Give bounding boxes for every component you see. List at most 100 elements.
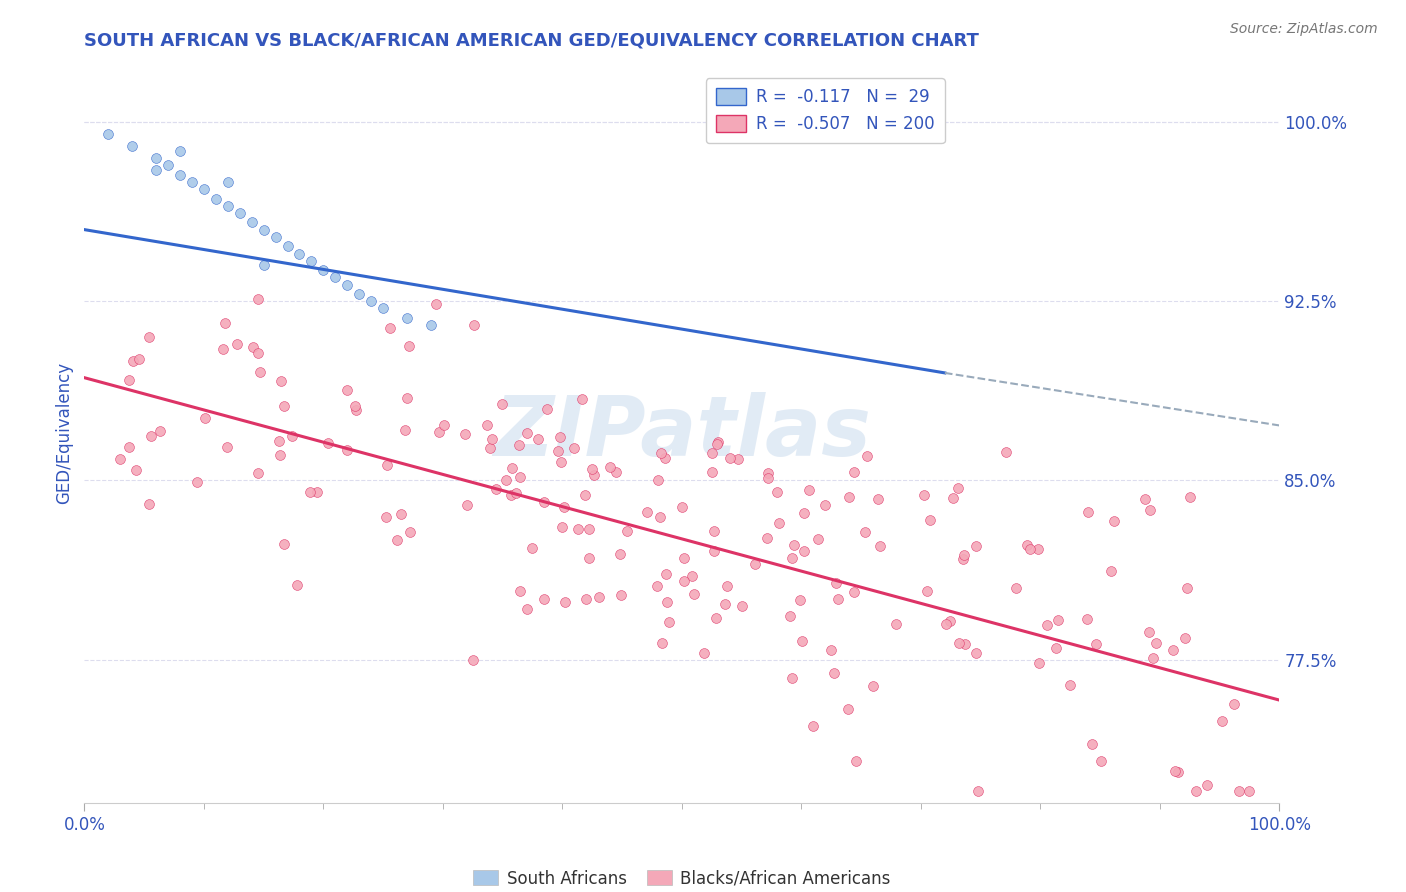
Point	[827, 592, 849, 607]
Point	[399, 524, 422, 539]
Point	[915, 584, 938, 599]
Point	[789, 593, 811, 607]
Point	[567, 522, 589, 536]
Point	[845, 754, 868, 768]
Point	[181, 175, 204, 189]
Point	[783, 538, 806, 552]
Point	[948, 481, 970, 495]
Point	[844, 465, 866, 479]
Point	[491, 397, 513, 411]
Point	[456, 499, 478, 513]
Point	[1085, 638, 1108, 652]
Point	[650, 510, 672, 524]
Point	[1137, 625, 1160, 640]
Point	[912, 488, 935, 502]
Point	[1178, 490, 1201, 504]
Point	[499, 488, 522, 502]
Point	[312, 263, 335, 277]
Point	[343, 399, 366, 413]
Point	[703, 524, 725, 538]
Point	[253, 259, 276, 273]
Point	[97, 127, 120, 141]
Point	[373, 301, 395, 316]
Point	[807, 533, 830, 547]
Point	[714, 597, 737, 611]
Point	[420, 318, 443, 333]
Point	[508, 438, 530, 452]
Point	[884, 616, 907, 631]
Point	[1102, 514, 1125, 528]
Point	[288, 246, 311, 260]
Point	[582, 467, 605, 482]
Point	[396, 310, 419, 325]
Point	[1223, 698, 1246, 712]
Point	[574, 488, 596, 502]
Point	[149, 424, 172, 438]
Point	[108, 451, 131, 466]
Point	[501, 460, 523, 475]
Point	[547, 443, 569, 458]
Point	[550, 455, 572, 469]
Point	[246, 292, 269, 306]
Point	[578, 522, 600, 536]
Y-axis label: GED/Equivalency: GED/Equivalency	[55, 361, 73, 504]
Point	[578, 551, 600, 566]
Point	[186, 475, 208, 490]
Point	[217, 440, 239, 454]
Point	[702, 446, 724, 460]
Point	[336, 277, 359, 292]
Point	[755, 531, 778, 545]
Point	[193, 182, 215, 196]
Point	[117, 373, 139, 387]
Point	[1211, 714, 1233, 729]
Point	[1133, 491, 1156, 506]
Point	[825, 575, 848, 590]
Point	[425, 297, 447, 311]
Point	[516, 602, 538, 616]
Point	[212, 342, 235, 356]
Point	[214, 316, 236, 330]
Point	[305, 484, 328, 499]
Point	[380, 321, 402, 335]
Point	[1164, 764, 1187, 778]
Point	[938, 615, 960, 629]
Point	[427, 425, 450, 440]
Point	[575, 592, 598, 607]
Point	[1237, 784, 1260, 798]
Point	[616, 524, 638, 538]
Point	[651, 636, 673, 650]
Point	[650, 446, 672, 460]
Point	[375, 510, 398, 524]
Point	[217, 175, 239, 189]
Point	[965, 646, 987, 660]
Point	[702, 465, 724, 479]
Point	[554, 595, 576, 609]
Point	[316, 436, 339, 450]
Point	[793, 543, 815, 558]
Point	[820, 642, 842, 657]
Point	[548, 430, 571, 444]
Point	[267, 434, 290, 448]
Point	[1175, 581, 1198, 595]
Point	[716, 579, 738, 593]
Point	[645, 579, 668, 593]
Point	[953, 548, 976, 562]
Point	[516, 425, 538, 440]
Point	[229, 206, 252, 220]
Point	[636, 505, 658, 519]
Point	[801, 719, 824, 733]
Point	[270, 374, 292, 388]
Point	[205, 192, 228, 206]
Point	[285, 578, 308, 592]
Point	[226, 337, 249, 351]
Point	[1045, 641, 1067, 656]
Point	[509, 470, 531, 484]
Point	[377, 458, 399, 472]
Text: ZIPatlas: ZIPatlas	[494, 392, 870, 473]
Point	[758, 471, 780, 485]
Point	[253, 222, 276, 236]
Point	[505, 486, 527, 500]
Point	[281, 429, 304, 443]
Point	[242, 340, 264, 354]
Point	[145, 162, 167, 177]
